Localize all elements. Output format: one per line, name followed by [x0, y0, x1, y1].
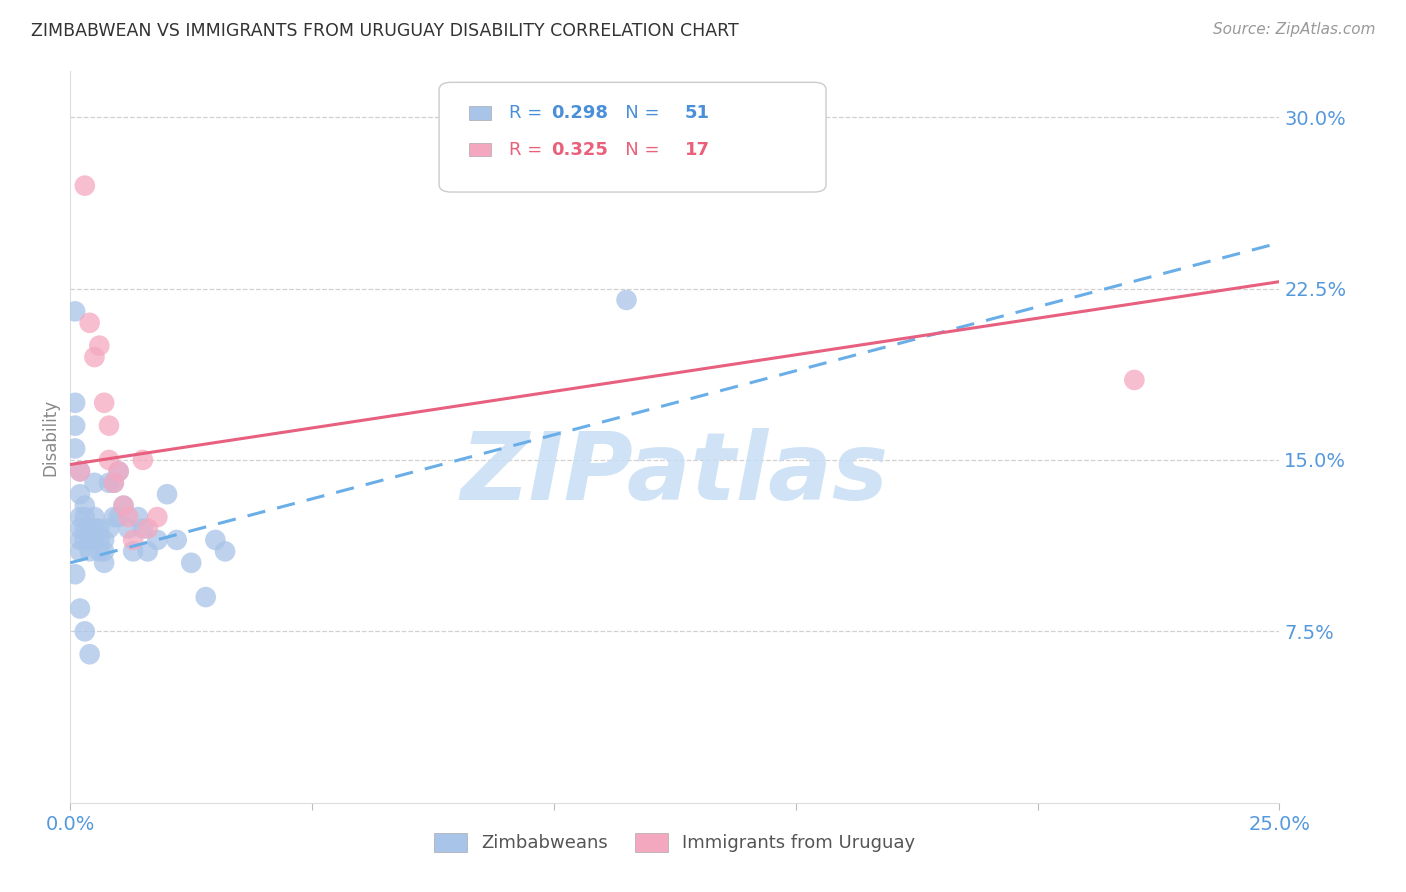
Point — [98, 475, 121, 490]
Point — [93, 556, 115, 570]
Point — [166, 533, 188, 547]
Point — [89, 521, 111, 535]
Point — [69, 521, 91, 535]
Point — [79, 533, 101, 547]
Point — [83, 533, 105, 547]
Point — [132, 453, 155, 467]
Point — [89, 533, 111, 547]
Point — [103, 475, 125, 490]
Text: Source: ZipAtlas.com: Source: ZipAtlas.com — [1212, 22, 1375, 37]
Point — [117, 521, 139, 535]
Point — [117, 510, 139, 524]
Point — [63, 304, 86, 318]
Bar — [470, 106, 491, 120]
Point — [204, 533, 226, 547]
Point — [156, 487, 179, 501]
Point — [127, 510, 149, 524]
Point — [63, 442, 86, 456]
Point — [69, 544, 91, 558]
Point — [63, 418, 86, 433]
Text: 0.298: 0.298 — [551, 104, 609, 122]
Point — [73, 533, 96, 547]
Point — [107, 464, 129, 478]
Point — [616, 293, 638, 307]
Point — [69, 510, 91, 524]
Point — [107, 510, 129, 524]
Point — [69, 464, 91, 478]
Point — [89, 338, 111, 352]
Point — [122, 533, 145, 547]
Point — [98, 453, 121, 467]
Point — [112, 499, 135, 513]
Point — [146, 510, 169, 524]
Point — [214, 544, 236, 558]
Point — [89, 544, 111, 558]
Point — [83, 350, 105, 364]
Point — [79, 544, 101, 558]
Point — [69, 464, 91, 478]
Point — [69, 487, 91, 501]
Point — [98, 418, 121, 433]
FancyBboxPatch shape — [439, 82, 827, 192]
Point — [194, 590, 217, 604]
Point — [103, 475, 125, 490]
Text: ZIPatlas: ZIPatlas — [461, 427, 889, 520]
Point — [63, 396, 86, 410]
Point — [73, 178, 96, 193]
Text: R =: R = — [509, 104, 548, 122]
Point — [93, 544, 115, 558]
Text: ZIMBABWEAN VS IMMIGRANTS FROM URUGUAY DISABILITY CORRELATION CHART: ZIMBABWEAN VS IMMIGRANTS FROM URUGUAY DI… — [31, 22, 738, 40]
Point — [69, 601, 91, 615]
Text: 0.325: 0.325 — [551, 141, 609, 159]
Point — [73, 510, 96, 524]
Point — [136, 544, 159, 558]
Text: R =: R = — [509, 141, 548, 159]
Point — [98, 521, 121, 535]
Point — [1123, 373, 1146, 387]
Point — [112, 499, 135, 513]
Point — [73, 521, 96, 535]
Point — [79, 316, 101, 330]
Point — [83, 475, 105, 490]
Point — [122, 544, 145, 558]
Point — [83, 510, 105, 524]
Point — [83, 521, 105, 535]
Point — [79, 647, 101, 661]
Point — [69, 533, 91, 547]
Legend: Zimbabweans, Immigrants from Uruguay: Zimbabweans, Immigrants from Uruguay — [427, 826, 922, 860]
Point — [73, 624, 96, 639]
Text: 51: 51 — [685, 104, 710, 122]
Point — [103, 510, 125, 524]
Point — [93, 396, 115, 410]
Point — [132, 521, 155, 535]
Text: N =: N = — [609, 141, 665, 159]
Point — [180, 556, 202, 570]
Bar — [470, 143, 491, 156]
Point — [63, 567, 86, 582]
Point — [79, 521, 101, 535]
Point — [93, 533, 115, 547]
Point — [146, 533, 169, 547]
Text: N =: N = — [609, 104, 665, 122]
Point — [136, 521, 159, 535]
Point — [73, 499, 96, 513]
Text: 17: 17 — [685, 141, 710, 159]
Point — [107, 464, 129, 478]
Y-axis label: Disability: Disability — [41, 399, 59, 475]
